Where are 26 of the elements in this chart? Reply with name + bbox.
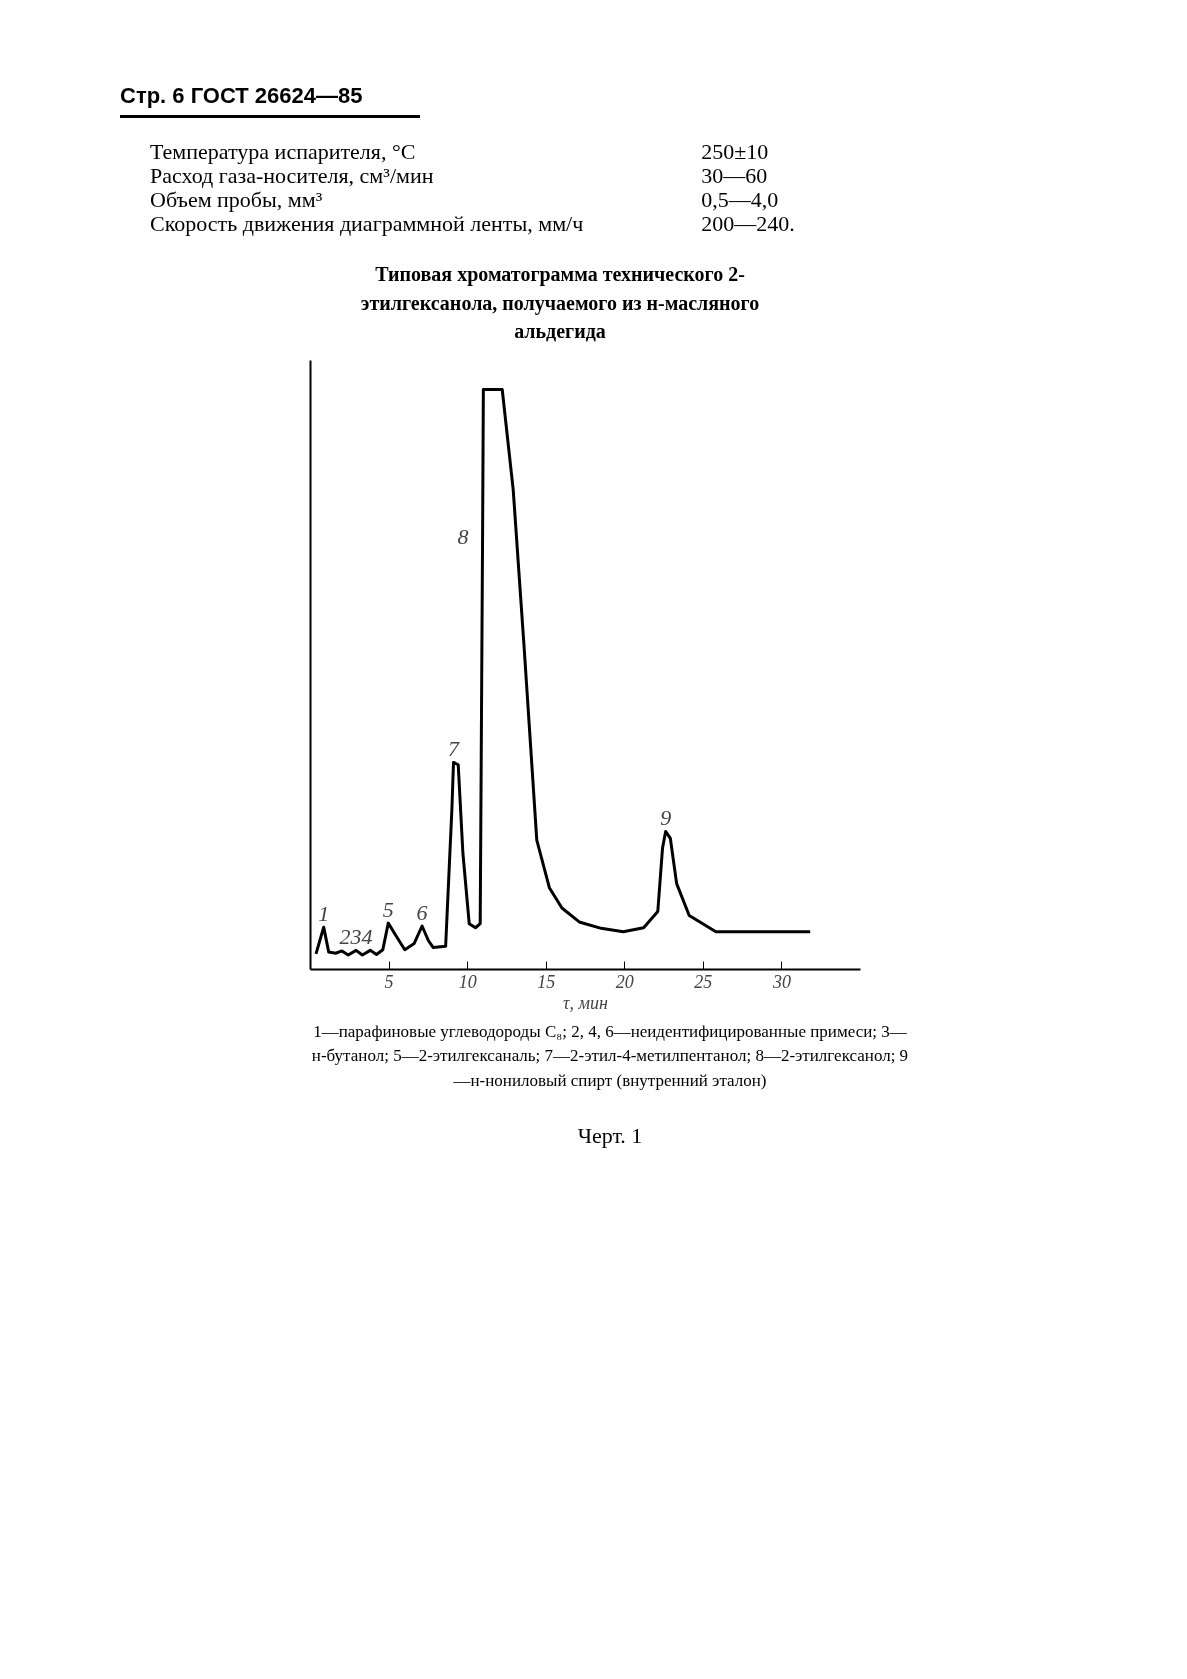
- annotation: 1: [318, 901, 330, 927]
- x-tick-label: 30: [771, 971, 791, 992]
- x-tick-label: 20: [615, 971, 634, 992]
- text: 250±10: [700, 139, 770, 164]
- annotation: 234: [339, 924, 373, 950]
- x-tick-label: 15: [537, 971, 556, 992]
- text: Черт. 1: [576, 1122, 644, 1150]
- annotation: 7: [448, 736, 460, 762]
- text: Объем пробы, мм³: [150, 187, 324, 212]
- text: Расход газа-носителя, см³/мин: [150, 163, 435, 188]
- text: Скорость движения диаграммной ленты, мм/ч: [150, 211, 585, 236]
- annotation: 9: [660, 805, 672, 831]
- text: Стр. 6 ГОСТ 26624—85: [120, 80, 420, 119]
- x-axis-title: τ, мин: [563, 992, 608, 1013]
- annotation: 8: [457, 524, 469, 550]
- annotation: 6: [416, 900, 428, 925]
- text: Температура испарителя, °C: [150, 139, 417, 164]
- x-tick-label: 5: [384, 971, 394, 992]
- text: 1—парафиновые углеводороды C₈; 2, 4, 6—неидентифицированные примеси; 3—н-бутанол; 5—2-этилгексаналь; 7—2-этил-4-метилпентанол; 8—2-этилгексанол; 9—н-нониловый спирт (внутренний эталон): [310, 1021, 910, 1092]
- text: 200—240.: [700, 211, 796, 236]
- chart-title: Типовая хроматограмма технического 2-этилгексанола, получаемого из н-масляного альдегида: [359, 262, 761, 345]
- x-tick-label: 10: [458, 971, 477, 992]
- annotation: 5: [382, 897, 394, 923]
- text: 30—60: [700, 163, 769, 188]
- text: 0,5—4,0: [700, 187, 780, 212]
- x-tick-label: 25: [694, 971, 713, 992]
